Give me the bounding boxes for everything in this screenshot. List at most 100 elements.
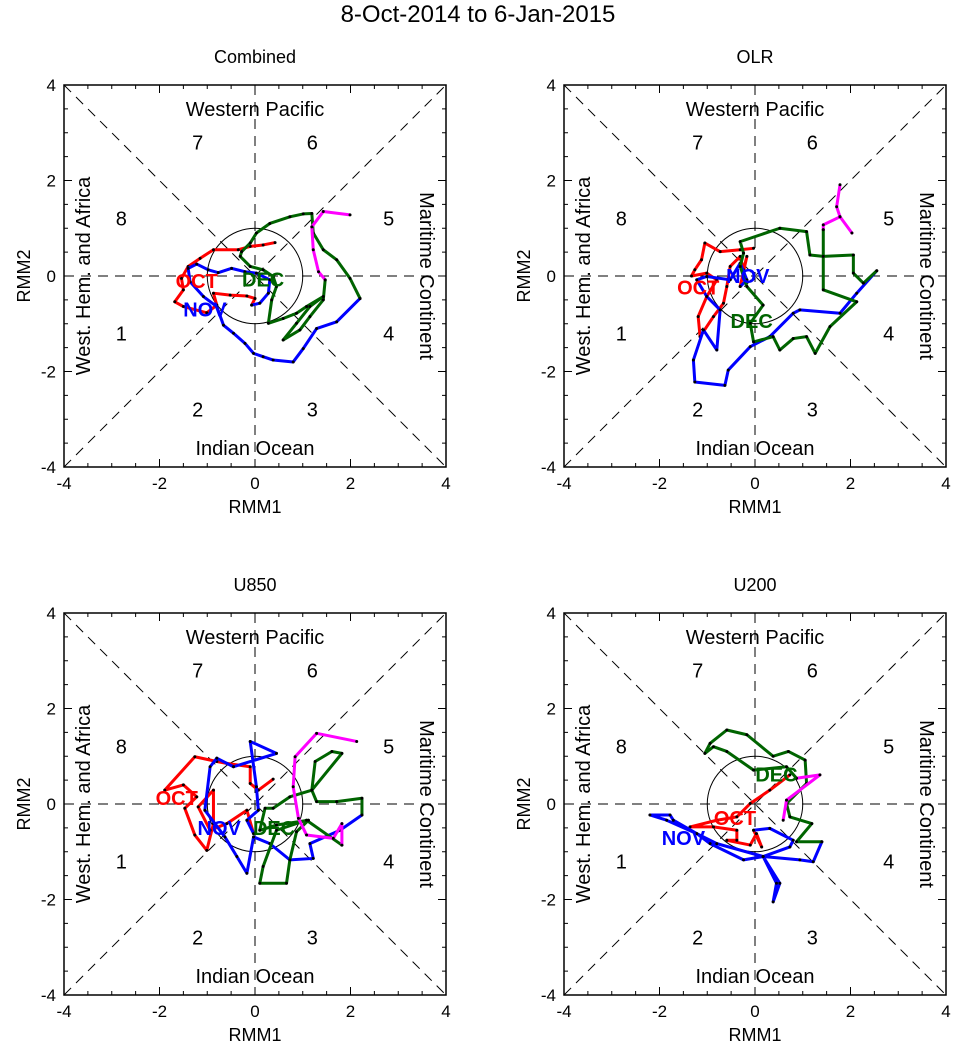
y-tick-label: -2 (541, 891, 556, 910)
y-tick-label: 4 (47, 604, 56, 623)
day-marker (245, 808, 249, 812)
day-marker (193, 755, 197, 759)
y-axis-label: RMM2 (514, 778, 534, 831)
day-marker (691, 358, 695, 362)
day-marker (725, 749, 729, 753)
x-tick-label: 0 (250, 474, 259, 493)
day-marker (308, 305, 312, 309)
x-tick-label: 4 (941, 474, 950, 493)
track-oct (173, 241, 276, 315)
region-label-top: Western Pacific (686, 99, 825, 121)
day-marker (748, 802, 752, 806)
day-marker (313, 760, 317, 764)
day-marker (718, 308, 722, 312)
month-label-dec: DEC (253, 818, 295, 840)
track-dec (238, 211, 362, 342)
region-label-bottom: Indian Ocean (196, 438, 315, 460)
day-marker (711, 825, 715, 829)
track-nov (203, 739, 363, 875)
day-marker (855, 300, 859, 304)
phase-divider-diagonal (63, 84, 447, 468)
phase-number-label: 8 (116, 737, 127, 759)
y-tick-label: -4 (541, 458, 556, 477)
day-marker (288, 215, 292, 219)
day-marker (163, 788, 167, 792)
day-marker (708, 842, 712, 846)
day-marker (748, 843, 752, 847)
region-label-left: West. Hem. and Africa (573, 704, 595, 903)
track-nov (648, 813, 824, 904)
region-label-left: West. Hem. and Africa (73, 704, 95, 903)
day-marker (298, 328, 302, 332)
day-marker (236, 248, 240, 252)
day-marker (245, 294, 249, 298)
phase-number-label: 6 (807, 660, 818, 682)
day-marker (761, 303, 765, 307)
day-marker (778, 348, 782, 352)
day-marker (211, 788, 215, 792)
day-marker (252, 835, 256, 839)
day-marker (754, 832, 758, 836)
phase-number-label: 5 (383, 209, 394, 231)
day-marker (198, 256, 202, 260)
day-marker (288, 795, 292, 799)
x-tick-label: 2 (846, 474, 855, 493)
day-marker (695, 278, 699, 282)
day-marker (703, 751, 707, 755)
x-tick-label: 2 (346, 474, 355, 493)
day-marker (315, 800, 319, 804)
day-marker (208, 765, 212, 769)
day-marker (781, 818, 785, 822)
track-oct (689, 241, 754, 339)
day-marker (195, 262, 199, 266)
day-marker (193, 833, 197, 837)
day-marker (181, 305, 185, 309)
day-marker (195, 795, 199, 799)
day-marker (348, 276, 352, 280)
phase-number-label: 6 (307, 132, 318, 154)
day-marker (850, 231, 854, 235)
day-marker (321, 295, 325, 299)
day-marker (205, 311, 209, 315)
day-marker (748, 321, 752, 325)
phase-divider-diagonal (63, 84, 447, 468)
track-nov (691, 261, 878, 387)
day-marker (173, 300, 177, 304)
y-tick-label: 4 (47, 76, 56, 95)
day-marker (181, 288, 185, 292)
phase-number-label: 7 (692, 660, 703, 682)
x-tick-label: -4 (556, 474, 571, 493)
month-label-oct: OCT (714, 808, 756, 830)
y-axis-label: RMM2 (14, 778, 34, 831)
phase-number-label: 5 (883, 209, 894, 231)
day-marker (308, 315, 312, 319)
x-axis-label: RMM1 (229, 1025, 282, 1045)
track-dec (738, 226, 878, 355)
day-marker (851, 253, 855, 257)
panel-u850: U850 -4-4 -2 -2 0 0 2 2 4 4 RMM1 RMM2 Western Pacifi… (14, 575, 451, 1045)
phase-number-label: 8 (116, 209, 127, 231)
day-marker (293, 755, 297, 759)
phase-number-label: 4 (383, 323, 394, 345)
day-marker (711, 315, 715, 319)
x-tick-label: 0 (250, 1002, 259, 1021)
phase-divider-diagonal (563, 612, 947, 996)
x-axis-label: RMM1 (229, 497, 282, 517)
day-marker (665, 818, 669, 822)
track-jan (781, 773, 822, 821)
day-marker (791, 838, 795, 842)
day-marker (725, 838, 729, 842)
day-marker (261, 243, 265, 247)
day-marker (768, 826, 772, 830)
day-marker (238, 254, 242, 258)
day-marker (215, 756, 219, 760)
day-marker (821, 228, 825, 232)
month-label-nov: NOV (726, 266, 770, 288)
x-tick-label: -2 (152, 474, 167, 493)
day-marker (728, 264, 732, 268)
y-tick-label: 2 (547, 172, 556, 191)
day-marker (258, 881, 262, 885)
phase-divider-diagonal (563, 612, 947, 996)
track-jan (310, 210, 351, 281)
day-marker (228, 293, 232, 297)
